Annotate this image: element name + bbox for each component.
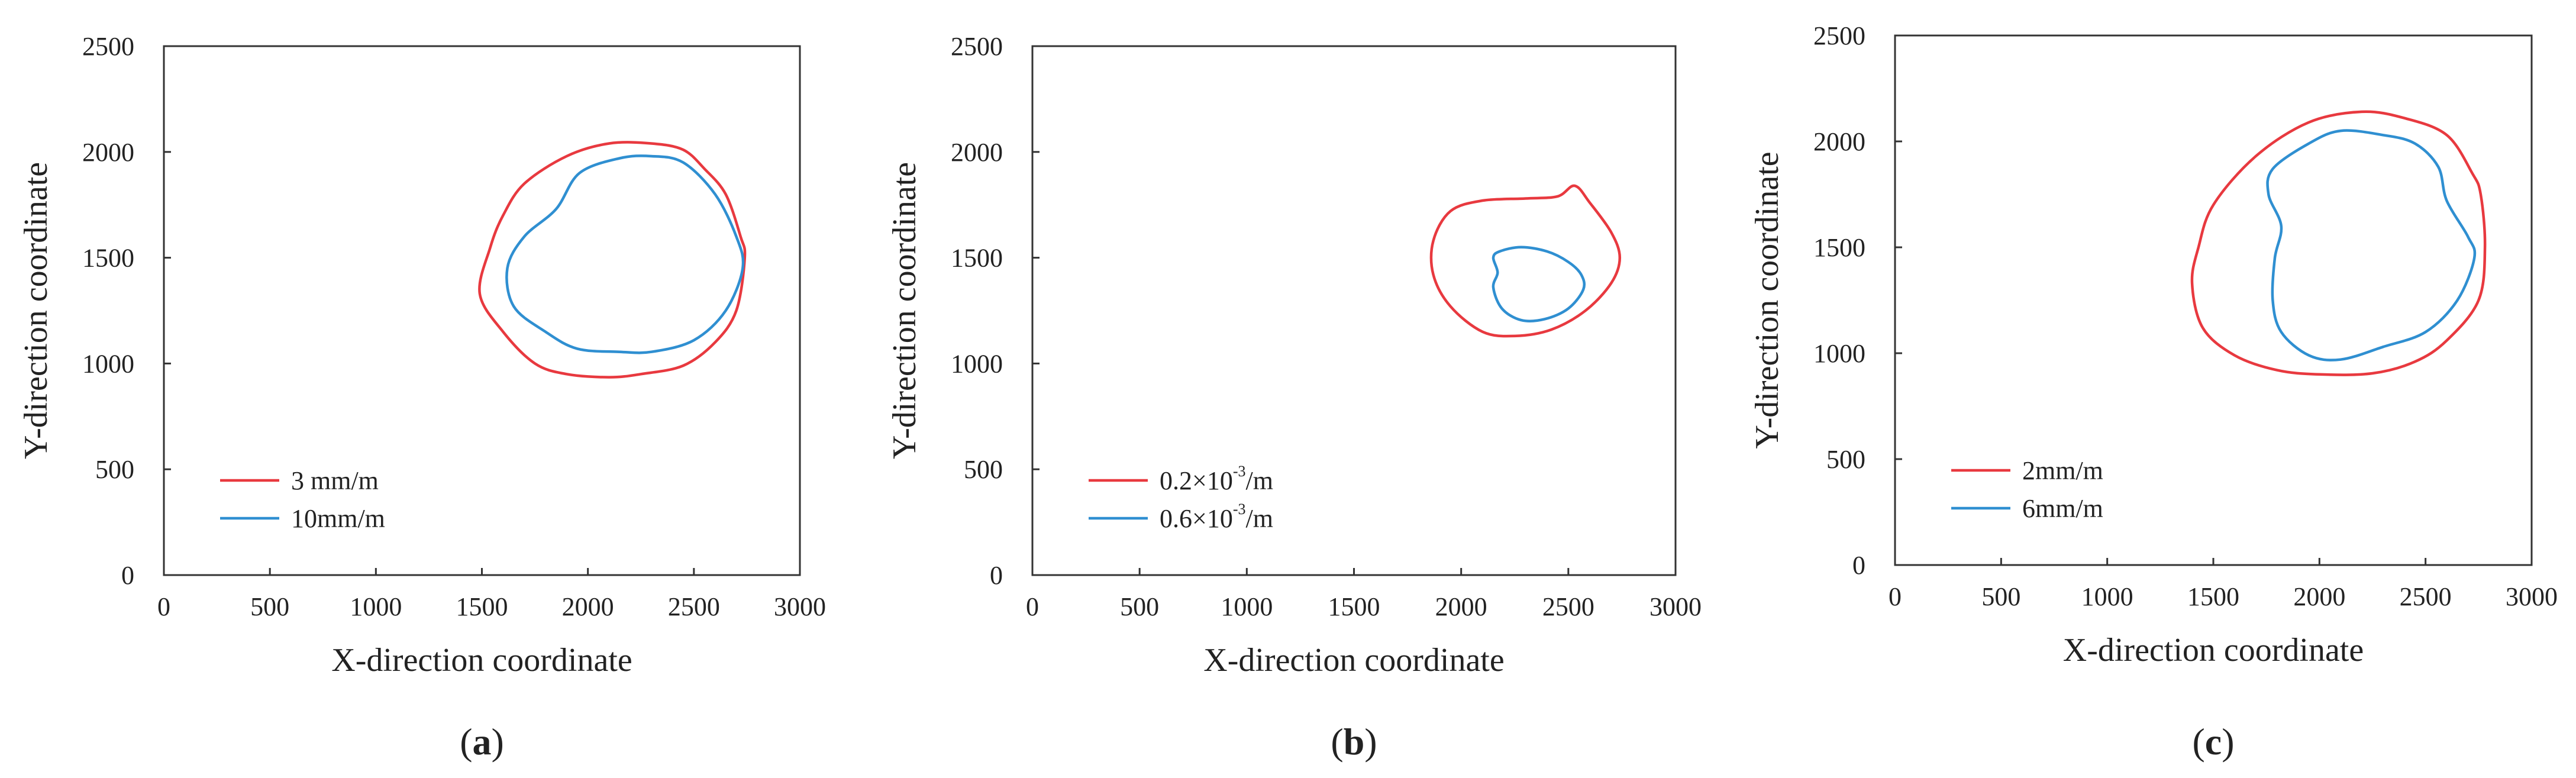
legend-label-2: 10mm/m (291, 504, 385, 533)
y-tick-label: 0 (121, 561, 134, 590)
x-tick-label: 0 (1026, 592, 1039, 621)
x-tick-label: 500 (250, 592, 289, 621)
x-tick-label: 2000 (562, 592, 614, 621)
chart-panel-b: 0 500 1000 1500 2000 2500 3000 0 500 1000 1500 2000… (886, 32, 1702, 763)
x-tick-label: 2000 (1435, 592, 1487, 621)
y-tick-label: 1000 (82, 349, 134, 378)
x-tick-label: 1000 (1221, 592, 1273, 621)
y-tick-label: 1000 (951, 349, 1003, 378)
y-tick-label: 1500 (82, 244, 134, 273)
y-tick-label: 500 (1826, 445, 1865, 474)
contour-line-1 (478, 141, 747, 379)
contour-line-2 (2266, 129, 2477, 361)
contour-line-2 (1492, 246, 1586, 322)
y-tick-label: 2000 (951, 138, 1003, 167)
contour-line-1 (1429, 184, 1622, 338)
x-tick-label: 2500 (2400, 582, 2452, 611)
x-tick-label: 1500 (1328, 592, 1380, 621)
x-axis-label: X-direction coordinate (331, 642, 632, 679)
chart-panel-a: 0 500 1000 1500 2000 2500 3000 0 500 1000 1500 2000… (18, 32, 826, 763)
y-tick-label: 2500 (951, 32, 1003, 61)
y-tick-label: 2000 (1813, 127, 1865, 156)
legend-label-1: 0.2×10-3/m (1160, 463, 1273, 495)
y-tick-label: 1500 (951, 244, 1003, 273)
contour-line-2 (505, 154, 745, 354)
y-tick-label: 0 (1852, 551, 1865, 580)
x-tick-label: 1500 (456, 592, 508, 621)
x-tick-label: 500 (1120, 592, 1159, 621)
y-tick-label: 2000 (82, 138, 134, 167)
x-tick-label: 500 (1981, 582, 2020, 611)
plot-frame (1894, 34, 2533, 566)
x-tick-label: 3000 (774, 592, 826, 621)
x-tick-label: 1500 (2187, 582, 2239, 611)
x-tick-label: 3000 (2506, 582, 2558, 611)
x-tick-label: 2500 (1542, 592, 1594, 621)
x-tick-label: 0 (1889, 582, 1902, 611)
chart-panel-c: 0 500 1000 1500 2000 2500 3000 0 500 1000 1500 2000… (1749, 21, 2558, 763)
y-axis-label: Y-direction coordinate (1749, 151, 1786, 448)
legend-label-2: 0.6×10-3/m (1160, 501, 1273, 533)
contour-line-1 (2190, 110, 2487, 376)
plot-frame (163, 45, 801, 576)
x-tick-label: 2000 (2293, 582, 2345, 611)
legend-label-1: 3 mm/m (291, 466, 379, 495)
y-tick-label: 2500 (1813, 21, 1865, 50)
y-axis-label: Y-direction coordinate (18, 162, 54, 459)
y-tick-label: 2500 (82, 32, 134, 61)
x-tick-label: 3000 (1649, 592, 1702, 621)
panel-label: (b) (1331, 721, 1377, 763)
y-tick-label: 1000 (1813, 339, 1865, 368)
x-tick-label: 1000 (350, 592, 402, 621)
y-axis-label: Y-direction coordinate (886, 162, 923, 459)
plot-frame (1031, 45, 1677, 576)
legend-label-2: 6mm/m (2022, 494, 2103, 523)
y-tick-label: 500 (964, 455, 1003, 484)
x-tick-label: 2500 (668, 592, 720, 621)
y-tick-label: 500 (95, 455, 134, 484)
legend-label-1: 2mm/m (2022, 456, 2103, 485)
panel-label: (c) (2192, 721, 2234, 763)
y-tick-label: 0 (990, 561, 1003, 590)
x-tick-label: 0 (157, 592, 170, 621)
y-tick-label: 1500 (1813, 233, 1865, 262)
x-tick-label: 1000 (2081, 582, 2133, 611)
x-axis-label: X-direction coordinate (2063, 632, 2364, 669)
panel-label: (a) (460, 721, 504, 763)
x-axis-label: X-direction coordinate (1203, 642, 1504, 679)
